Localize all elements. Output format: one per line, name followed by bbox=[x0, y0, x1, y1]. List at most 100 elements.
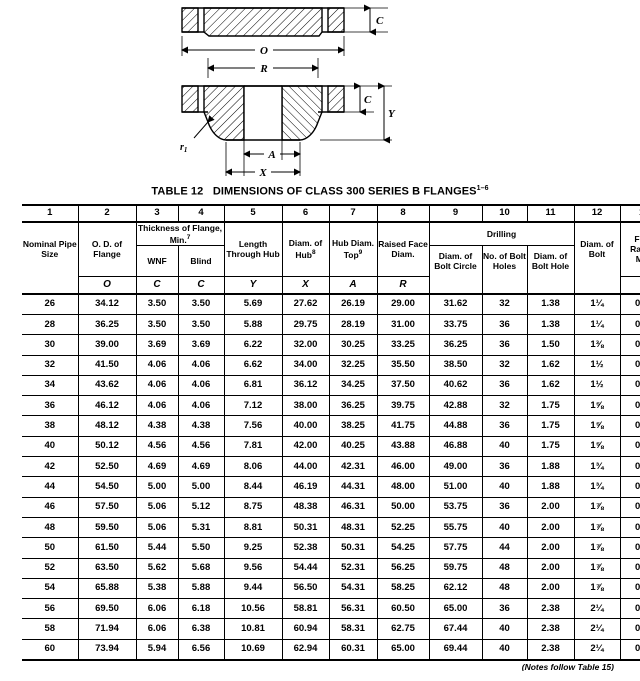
cell-diam-of-bolt-circle: 42.88 bbox=[428, 395, 483, 417]
cell-diam-of-hub: 42.00 bbox=[281, 436, 330, 458]
cell-diam-of-bolt: 1½ bbox=[573, 355, 621, 376]
header-diam-of-hub: Diam. of Hub8 bbox=[281, 221, 330, 277]
cell-diam-of-bolt: 1¼ bbox=[573, 293, 621, 315]
cell-fillet-radius: 0.62 bbox=[619, 558, 640, 579]
cell-od-of-flange: 46.12 bbox=[77, 395, 137, 417]
cell-diam-of-hub: 27.62 bbox=[281, 293, 330, 315]
cell-length-through-hub: 9.56 bbox=[223, 558, 283, 579]
table-row: 52 63.50 5.62 5.68 9.56 54.44 52.31 56.25 59.75 4… bbox=[22, 558, 640, 579]
cell-thickness-wnf: 6.06 bbox=[135, 598, 179, 620]
cell-od-of-flange: 57.50 bbox=[77, 497, 137, 518]
cell-diam-of-bolt-circle: 55.75 bbox=[428, 517, 483, 539]
cell-od-of-flange: 54.50 bbox=[77, 476, 137, 498]
cell-thickness-wnf: 5.06 bbox=[135, 497, 179, 518]
table-row: 32 41.50 4.06 4.06 6.62 34.00 32.25 35.50 38.50 3… bbox=[22, 355, 640, 376]
cell-diam-of-bolt-circle: 44.88 bbox=[428, 415, 483, 437]
blind-flange-section: C bbox=[181, 4, 388, 56]
symbol-od-of-flange: O bbox=[77, 275, 137, 295]
cell-nominal-pipe-size: 32 bbox=[22, 355, 79, 376]
cell-diam-of-bolt-hole: 1.62 bbox=[526, 355, 575, 376]
cell-od-of-flange: 43.62 bbox=[77, 375, 137, 397]
cell-fillet-radius: 0.69 bbox=[619, 639, 640, 660]
cell-nominal-pipe-size: 60 bbox=[22, 639, 79, 660]
colnum-9: 9 bbox=[428, 204, 483, 223]
cell-hub-diam-top: 50.31 bbox=[328, 537, 378, 559]
cell-diam-of-bolt: 1⅝ bbox=[573, 436, 621, 458]
cell-raised-face-diam: 46.00 bbox=[376, 456, 430, 478]
cell-diam-of-bolt-hole: 2.00 bbox=[526, 517, 575, 539]
cell-thickness-wnf: 3.69 bbox=[135, 334, 179, 356]
cell-length-through-hub: 5.88 bbox=[223, 314, 283, 336]
cell-fillet-radius: 0.62 bbox=[619, 537, 640, 559]
symbol-no-of-bolt-holes bbox=[481, 276, 528, 295]
cell-hub-diam-top: 36.25 bbox=[328, 395, 378, 417]
cell-length-through-hub: 7.81 bbox=[223, 436, 283, 458]
cell-diam-of-bolt-circle: 46.88 bbox=[428, 436, 483, 458]
cell-diam-of-bolt-circle: 40.62 bbox=[428, 375, 483, 397]
cell-thickness-blind: 4.56 bbox=[177, 436, 225, 458]
label-fillet-radius-r1: r1 bbox=[180, 142, 187, 154]
cell-diam-of-bolt: 2¼ bbox=[573, 639, 621, 660]
cell-hub-diam-top: 60.31 bbox=[328, 639, 378, 660]
header-diam-of-bolt: Diam. of Bolt bbox=[573, 221, 621, 277]
cell-diam-of-bolt-circle: 57.75 bbox=[428, 537, 483, 559]
cell-fillet-radius: 0.62 bbox=[619, 436, 640, 458]
cell-length-through-hub: 8.06 bbox=[223, 456, 283, 478]
cell-od-of-flange: 52.50 bbox=[77, 456, 137, 478]
cell-fillet-radius: 0.62 bbox=[619, 355, 640, 376]
colnum-2: 2 bbox=[77, 204, 137, 223]
header-diam-of-bolt-circle: Diam. of Bolt Circle bbox=[428, 245, 483, 277]
symbol-wnf: C bbox=[135, 275, 179, 295]
cell-diam-of-bolt: 1⅞ bbox=[573, 517, 621, 539]
cell-fillet-radius: 0.62 bbox=[619, 375, 640, 397]
cell-length-through-hub: 7.12 bbox=[223, 395, 283, 417]
colnum-6: 6 bbox=[281, 204, 330, 223]
cell-od-of-flange: 61.50 bbox=[77, 537, 137, 559]
cell-hub-diam-top: 48.31 bbox=[328, 517, 378, 539]
table-title-text: DIMENSIONS OF CLASS 300 SERIES B FLANGES bbox=[212, 185, 477, 198]
cell-hub-diam-top: 28.19 bbox=[328, 314, 378, 336]
label-hub-top-A: A bbox=[267, 149, 275, 161]
cell-length-through-hub: 8.81 bbox=[223, 517, 283, 539]
symbol-blind: C bbox=[177, 275, 225, 295]
cell-diam-of-bolt-hole: 1.75 bbox=[526, 436, 575, 458]
cell-diam-of-bolt-circle: 33.75 bbox=[428, 314, 483, 336]
cell-raised-face-diam: 60.50 bbox=[376, 598, 430, 620]
cell-nominal-pipe-size: 56 bbox=[22, 598, 79, 620]
header-fillet-radius-min: Fillet Radius Min. bbox=[619, 221, 640, 277]
cell-hub-diam-top: 56.31 bbox=[328, 598, 378, 620]
cell-diam-of-bolt: 1⅞ bbox=[573, 537, 621, 559]
cell-length-through-hub: 6.81 bbox=[223, 375, 283, 397]
label-hub-diam-X: X bbox=[258, 167, 267, 179]
cell-diam-of-bolt-circle: 62.12 bbox=[428, 578, 483, 600]
cell-od-of-flange: 71.94 bbox=[77, 618, 137, 640]
column-number-row: 1 2 3 4 5 6 7 8 9 10 11 12 13 bbox=[22, 204, 640, 223]
cell-fillet-radius: 0.56 bbox=[619, 334, 640, 356]
cell-fillet-radius: 0.62 bbox=[619, 578, 640, 600]
cell-od-of-flange: 65.88 bbox=[77, 578, 137, 600]
cell-diam-of-bolt-hole: 1.88 bbox=[526, 456, 575, 478]
cell-diam-of-bolt: 1⅞ bbox=[573, 558, 621, 579]
symbol-hub-diam-top: A bbox=[328, 275, 378, 295]
cell-length-through-hub: 10.81 bbox=[223, 618, 283, 640]
colnum-5: 5 bbox=[223, 204, 283, 223]
cell-nominal-pipe-size: 30 bbox=[22, 334, 79, 356]
cell-hub-diam-top: 54.31 bbox=[328, 578, 378, 600]
cell-hub-diam-top: 44.31 bbox=[328, 476, 378, 498]
dimension-R-raised-face: R bbox=[207, 58, 319, 78]
weld-neck-flange-section: r1 C Y bbox=[180, 82, 396, 176]
dimension-O-overall: O bbox=[181, 43, 345, 57]
cell-diam-of-bolt-circle: 51.00 bbox=[428, 476, 483, 498]
cell-nominal-pipe-size: 40 bbox=[22, 436, 79, 458]
symbol-nominal-pipe-size bbox=[22, 276, 79, 295]
cell-diam-of-hub: 32.00 bbox=[281, 334, 330, 356]
cell-raised-face-diam: 65.00 bbox=[376, 639, 430, 660]
cell-thickness-wnf: 4.06 bbox=[135, 375, 179, 397]
cell-raised-face-diam: 56.25 bbox=[376, 558, 430, 579]
cell-diam-of-bolt-hole: 2.38 bbox=[526, 639, 575, 660]
cell-diam-of-bolt-hole: 2.00 bbox=[526, 578, 575, 600]
cell-nominal-pipe-size: 52 bbox=[22, 558, 79, 579]
cell-od-of-flange: 50.12 bbox=[77, 436, 137, 458]
cell-hub-diam-top: 26.19 bbox=[328, 293, 378, 315]
cell-thickness-wnf: 5.06 bbox=[135, 517, 179, 539]
